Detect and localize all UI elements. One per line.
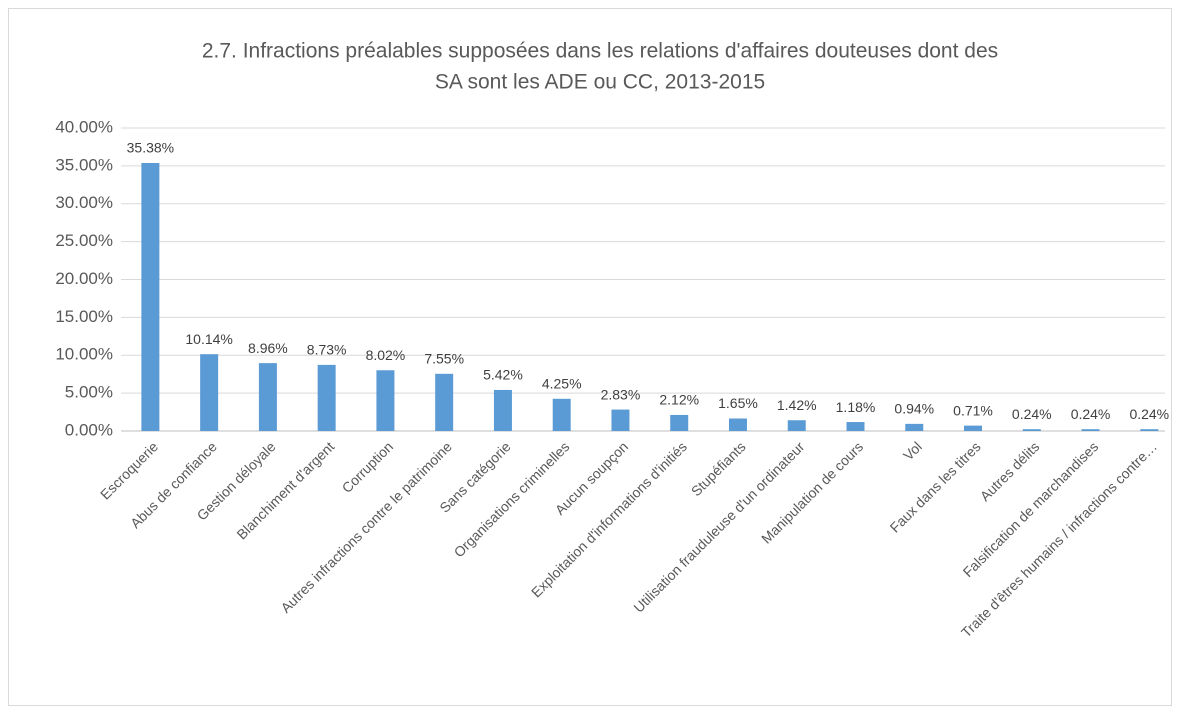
data-label: 10.14% — [185, 331, 232, 347]
data-label: 1.65% — [718, 395, 758, 411]
data-label: 7.55% — [424, 351, 464, 367]
bar — [905, 423, 924, 431]
bar — [670, 414, 689, 431]
bar — [435, 373, 454, 431]
bar — [258, 363, 277, 431]
bar — [141, 162, 160, 431]
bar — [1022, 429, 1041, 431]
data-label: 8.96% — [248, 340, 288, 356]
data-label: 2.83% — [601, 386, 641, 402]
data-label: 0.24% — [1129, 406, 1169, 422]
y-tick-label: 25.00% — [55, 231, 113, 250]
bar — [200, 354, 219, 431]
data-label: 0.71% — [953, 402, 993, 418]
y-tick-label: 40.00% — [55, 117, 113, 136]
bar — [1081, 429, 1100, 431]
data-label: 8.02% — [366, 347, 406, 363]
bar — [552, 398, 571, 431]
data-label: 4.25% — [542, 376, 582, 392]
bar — [787, 420, 806, 431]
bar — [1140, 429, 1159, 431]
bar — [964, 425, 983, 431]
data-label: 0.24% — [1071, 406, 1111, 422]
y-tick-label: 0.00% — [65, 420, 113, 439]
chart-title: 2.7. Infractions préalables supposées da… — [202, 40, 998, 63]
data-label: 5.42% — [483, 367, 523, 383]
bar — [611, 409, 630, 431]
y-tick-label: 5.00% — [65, 383, 113, 402]
bar — [846, 422, 865, 431]
bar — [376, 370, 395, 431]
y-tick-label: 20.00% — [55, 269, 113, 288]
data-label: 1.18% — [836, 399, 876, 415]
data-label: 2.12% — [659, 392, 699, 408]
bar — [493, 389, 512, 431]
y-tick-label: 15.00% — [55, 307, 113, 326]
y-tick-label: 10.00% — [55, 345, 113, 364]
y-tick-label: 35.00% — [55, 155, 113, 174]
chart-title: SA sont les ADE ou CC, 2013-2015 — [435, 71, 765, 94]
bar — [317, 364, 336, 431]
data-label: 1.42% — [777, 397, 817, 413]
data-label: 0.94% — [894, 401, 934, 417]
data-label: 35.38% — [127, 140, 174, 156]
bar — [728, 418, 747, 431]
data-label: 0.24% — [1012, 406, 1052, 422]
y-tick-label: 30.00% — [55, 193, 113, 212]
data-label: 8.73% — [307, 342, 347, 358]
